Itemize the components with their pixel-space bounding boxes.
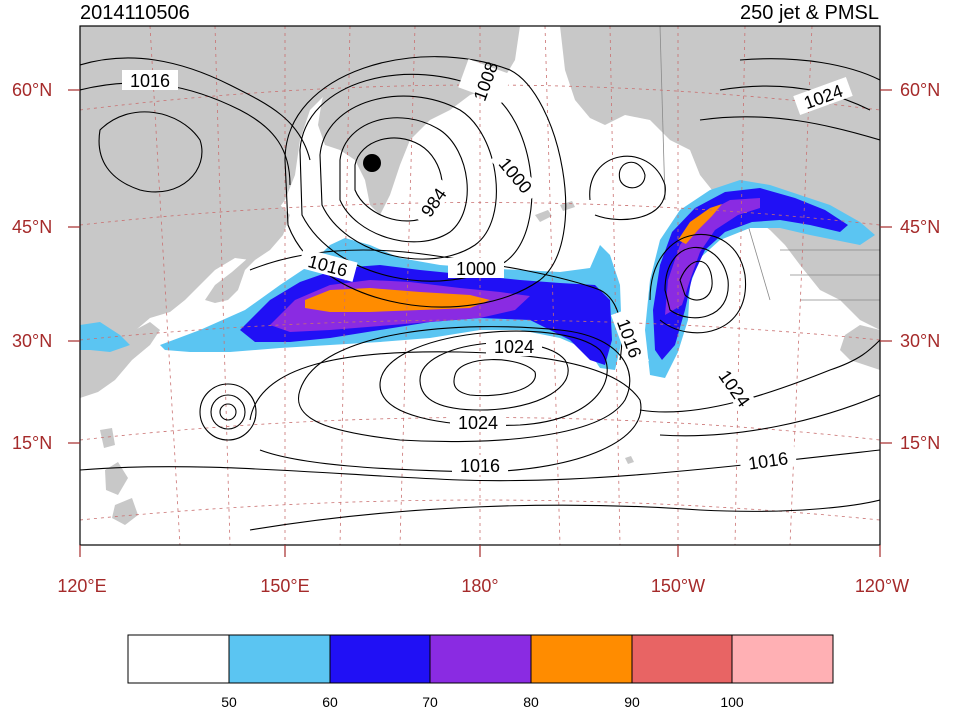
colorbar-tick-70: 70 — [422, 694, 438, 710]
colorbar-box-0 — [127, 634, 230, 684]
contour-label-1024-center: 1024 — [494, 337, 534, 357]
colorbar-box-3 — [429, 634, 532, 684]
lon-label-120e: 120°E — [57, 576, 107, 596]
colorbar-box-6 — [731, 634, 834, 684]
lat-label-right-30: 30°N — [900, 331, 941, 351]
lat-label-left-15: 15°N — [12, 433, 53, 453]
lat-label-left-45: 45°N — [12, 217, 53, 237]
jet-stream-shading — [80, 180, 875, 378]
graticule — [80, 26, 880, 545]
colorbar-tick-80: 80 — [523, 694, 539, 710]
lat-label-right-60: 60°N — [900, 80, 941, 100]
colorbar-tick-90: 90 — [624, 694, 640, 710]
contour-label-1024-south: 1024 — [458, 413, 498, 433]
colorbar-box-5 — [631, 634, 733, 684]
contour-label-1016-a: 1016 — [130, 71, 170, 91]
colorbar — [127, 634, 834, 684]
colorbar-box-2 — [329, 634, 431, 684]
colorbar-tick-100: 100 — [720, 694, 744, 710]
colorbar-box-4 — [530, 634, 633, 684]
colorbar-box-1 — [228, 634, 331, 684]
lon-label-150e: 150°E — [260, 576, 310, 596]
colorbar-tick-50: 50 — [221, 694, 237, 710]
lat-label-left-30: 30°N — [12, 331, 53, 351]
lat-label-right-15: 15°N — [900, 433, 941, 453]
contour-label-1000-south: 1000 — [456, 259, 496, 279]
lat-label-left-60: 60°N — [12, 80, 53, 100]
colorbar-tick-60: 60 — [322, 694, 338, 710]
lon-ticks — [79, 545, 881, 557]
contour-label-1016-south: 1016 — [460, 456, 500, 476]
lat-label-right-45: 45°N — [900, 217, 941, 237]
coastlines — [659, 26, 880, 301]
lon-label-120w: 120°W — [854, 576, 910, 596]
product-title: 250 jet & PMSL — [740, 2, 879, 24]
lon-label-150w: 150°W — [650, 576, 706, 596]
lat-ticks — [68, 89, 892, 444]
low-center-dot — [363, 154, 381, 172]
timestamp-title: 2014110506 — [80, 2, 190, 24]
lon-label-180: 180° — [461, 576, 499, 596]
